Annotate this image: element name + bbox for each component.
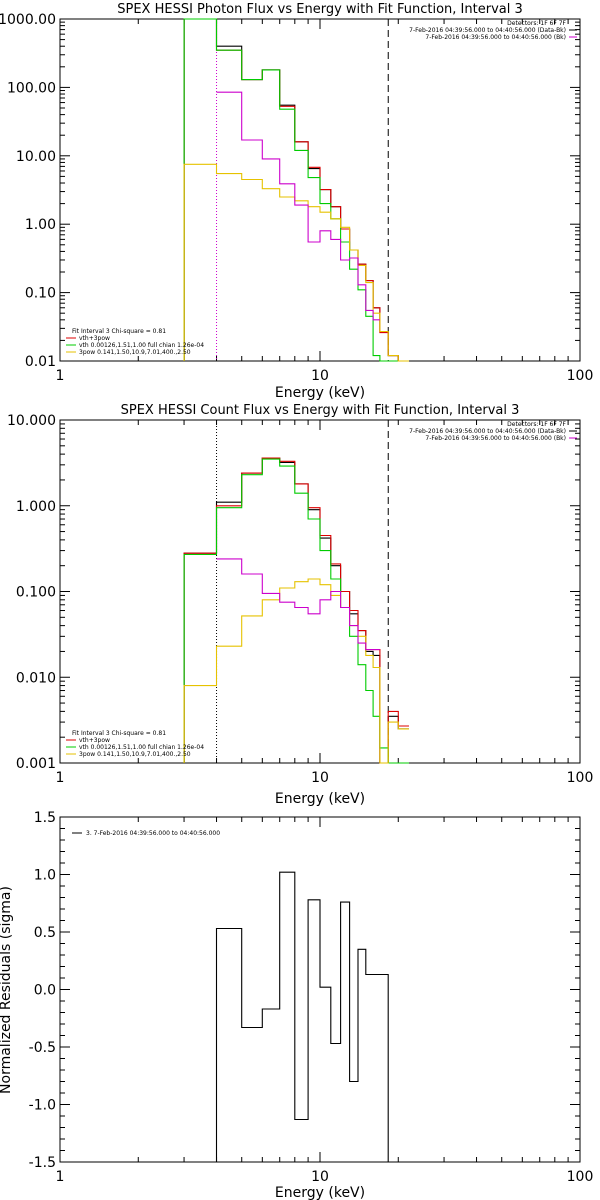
y-tick-label: -1.5	[29, 1155, 56, 1171]
data-series	[183, 578, 409, 764]
data-series	[216, 558, 380, 651]
x-tick-label: 10	[311, 1169, 329, 1185]
legend-text: vth+3pow	[79, 335, 110, 342]
y-tick-label: 0.10	[25, 286, 56, 302]
y-tick-label: -1.0	[29, 1098, 56, 1114]
data-series	[183, 18, 409, 362]
x-tick-label: 100	[567, 770, 594, 786]
legend-text: 3. 7-Feb-2016 04:39:56.000 to 04:40:56.0…	[86, 830, 220, 837]
y-tick-label: 0.001	[16, 756, 56, 772]
x-tick-label: 100	[567, 368, 594, 384]
y-tick-label: 0.5	[34, 925, 56, 941]
y-tick-label: 0.100	[16, 585, 56, 601]
legend-text: 7-Feb-2016 04:39:56.000 to 04:40:56.000 …	[425, 34, 566, 41]
legend-text: Detectors: 1F 6F 7F	[507, 421, 566, 428]
y-tick-label: 0.01	[25, 354, 56, 370]
x-tick-label: 1	[56, 368, 65, 384]
x-tick-label: 1	[56, 770, 65, 786]
legend-text: 3pow 0.141,1.50,10.9,7.01,400.,2.50	[79, 751, 191, 758]
legend-text: Detectors: 1F 6F 7F	[507, 20, 566, 27]
count-flux-chart: SPEX HESSI Count Flux vs Energy with Fit…	[7, 403, 593, 807]
legend-text: Fit Interval 3 Chi-square = 0.81	[72, 730, 166, 737]
legend-text: vth 0.00126,1.51,1.00 full chian 1.26e-0…	[79, 342, 204, 349]
y-tick-label: 10.000	[7, 413, 56, 429]
y-tick-label: 1.00	[25, 217, 56, 233]
data-series	[183, 18, 409, 362]
legend-text: 7-Feb-2016 04:39:56.000 to 04:40:56.000 …	[409, 27, 566, 34]
x-tick-label: 100	[567, 1169, 594, 1185]
legend-text: Fit Interval 3 Chi-square = 0.81	[72, 328, 166, 335]
data-series	[183, 18, 409, 362]
photon-flux-chart: SPEX HESSI Photon Flux vs Energy with Fi…	[0, 2, 593, 401]
y-tick-label: 10.00	[16, 149, 56, 165]
data-series	[183, 458, 409, 764]
x-axis-label: Energy (keV)	[275, 791, 365, 807]
y-axis-label: Normalized Residuals (sigma)	[0, 886, 14, 1094]
y-tick-label: 0.010	[16, 670, 56, 686]
legend-text: 7-Feb-2016 04:39:56.000 to 04:40:56.000 …	[409, 428, 566, 435]
legend-text: vth 0.00126,1.51,1.00 full chian 1.26e-0…	[79, 744, 204, 751]
chart-title: SPEX HESSI Photon Flux vs Energy with Fi…	[117, 2, 523, 17]
x-axis-label: Energy (keV)	[275, 1185, 365, 1200]
y-tick-label: 1.000	[16, 499, 56, 515]
legend-text: vth+3pow	[79, 737, 110, 744]
data-series	[183, 457, 409, 764]
data-series	[215, 871, 389, 1162]
legend-text: 3pow 0.141,1.50,10.9,7.01,400.,2.50	[79, 349, 191, 356]
x-axis-label: Energy (keV)	[275, 385, 365, 401]
plot-frame	[59, 419, 581, 764]
x-tick-label: 10	[311, 368, 329, 384]
chart-title: SPEX HESSI Count Flux vs Energy with Fit…	[121, 403, 520, 418]
y-tick-label: 1.5	[34, 810, 56, 826]
y-tick-label: -0.5	[29, 1040, 56, 1056]
data-series	[183, 457, 409, 764]
plot-frame	[59, 816, 581, 1163]
x-tick-label: 10	[311, 770, 329, 786]
data-series	[216, 91, 380, 321]
data-series	[183, 163, 409, 362]
x-tick-label: 1	[56, 1169, 65, 1185]
y-tick-label: 1.0	[34, 868, 56, 884]
residuals-chart: Energy (keV) Normalized Residuals (sigma…	[0, 810, 593, 1200]
y-tick-label: 1000.00	[0, 12, 56, 28]
y-tick-label: 0.0	[34, 983, 56, 999]
y-tick-label: 100.00	[7, 80, 56, 96]
legend-text: 7-Feb-2016 04:39:56.000 to 04:40:56.000 …	[425, 435, 566, 442]
